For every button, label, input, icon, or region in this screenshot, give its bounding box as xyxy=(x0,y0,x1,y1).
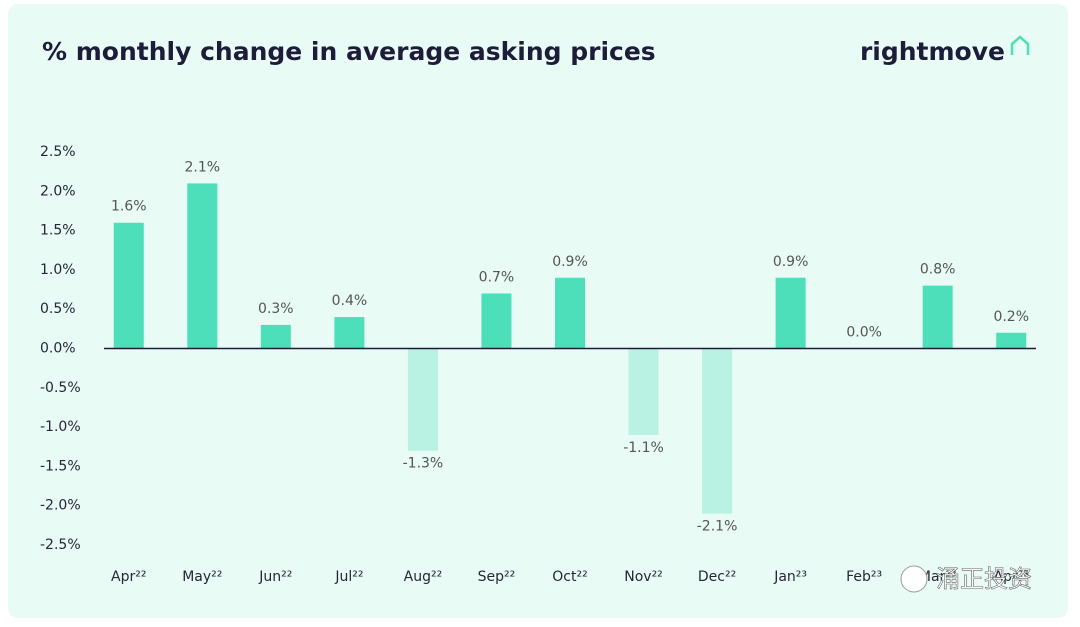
bar xyxy=(260,324,291,349)
value-label: 0.8% xyxy=(920,262,956,278)
y-tick-label: 0.0% xyxy=(40,341,76,357)
bar xyxy=(113,222,144,349)
x-tick-label: May²² xyxy=(182,569,222,585)
value-label: 0.9% xyxy=(773,254,809,270)
chart-title: % monthly change in average asking price… xyxy=(42,37,656,66)
x-tick-label: Jul²² xyxy=(334,569,363,585)
x-tick-label: Nov²² xyxy=(624,569,663,585)
value-label: 0.0% xyxy=(846,325,882,341)
value-label: 0.2% xyxy=(993,309,1029,325)
y-tick-label: -2.5% xyxy=(40,537,81,553)
bar xyxy=(555,277,585,349)
value-label: 0.7% xyxy=(479,269,515,285)
bar xyxy=(334,317,365,349)
bar xyxy=(922,285,953,349)
bar xyxy=(407,348,438,451)
value-label: -2.1% xyxy=(697,519,738,535)
x-tick-label: Mar²³ xyxy=(919,569,957,585)
bar xyxy=(775,277,806,349)
value-label: 1.6% xyxy=(111,199,147,215)
y-tick-label: -1.0% xyxy=(40,419,81,435)
panel xyxy=(8,4,1068,618)
value-label: 2.1% xyxy=(185,159,221,175)
bar xyxy=(187,183,218,349)
x-tick-label: Apr²² xyxy=(111,569,146,585)
value-label: 0.9% xyxy=(552,254,588,270)
value-label: 0.3% xyxy=(258,301,294,317)
x-tick-label: Jun²² xyxy=(258,569,292,585)
y-tick-label: 1.5% xyxy=(40,223,76,239)
x-tick-label: Sep²² xyxy=(478,569,516,585)
y-tick-label: -1.5% xyxy=(40,458,81,474)
y-tick-label: 1.0% xyxy=(40,262,76,278)
x-tick-label: Jan²³ xyxy=(773,569,807,585)
x-tick-label: Oct²² xyxy=(552,569,587,585)
y-tick-label: 2.5% xyxy=(40,144,76,160)
x-tick-label: Apr²³ xyxy=(994,569,1029,585)
y-tick-label: 2.0% xyxy=(40,183,76,199)
logo-icon xyxy=(1010,35,1030,55)
value-label: -1.1% xyxy=(623,440,664,456)
bar xyxy=(481,293,512,349)
y-tick-label: -0.5% xyxy=(40,380,81,396)
value-label: 0.4% xyxy=(332,293,368,309)
value-label: -1.3% xyxy=(403,456,444,472)
y-tick-label: -2.0% xyxy=(40,498,81,514)
bar xyxy=(628,348,659,435)
bar xyxy=(702,348,733,514)
logo: rightmove xyxy=(860,37,1005,66)
x-tick-label: Aug²² xyxy=(404,569,443,585)
x-tick-label: Feb²³ xyxy=(846,569,882,585)
x-tick-label: Dec²² xyxy=(698,569,736,585)
watermark: 涌正投资 xyxy=(936,565,1032,593)
watermark-icon xyxy=(900,565,928,593)
y-tick-label: 0.5% xyxy=(40,301,76,317)
bar xyxy=(996,332,1027,349)
